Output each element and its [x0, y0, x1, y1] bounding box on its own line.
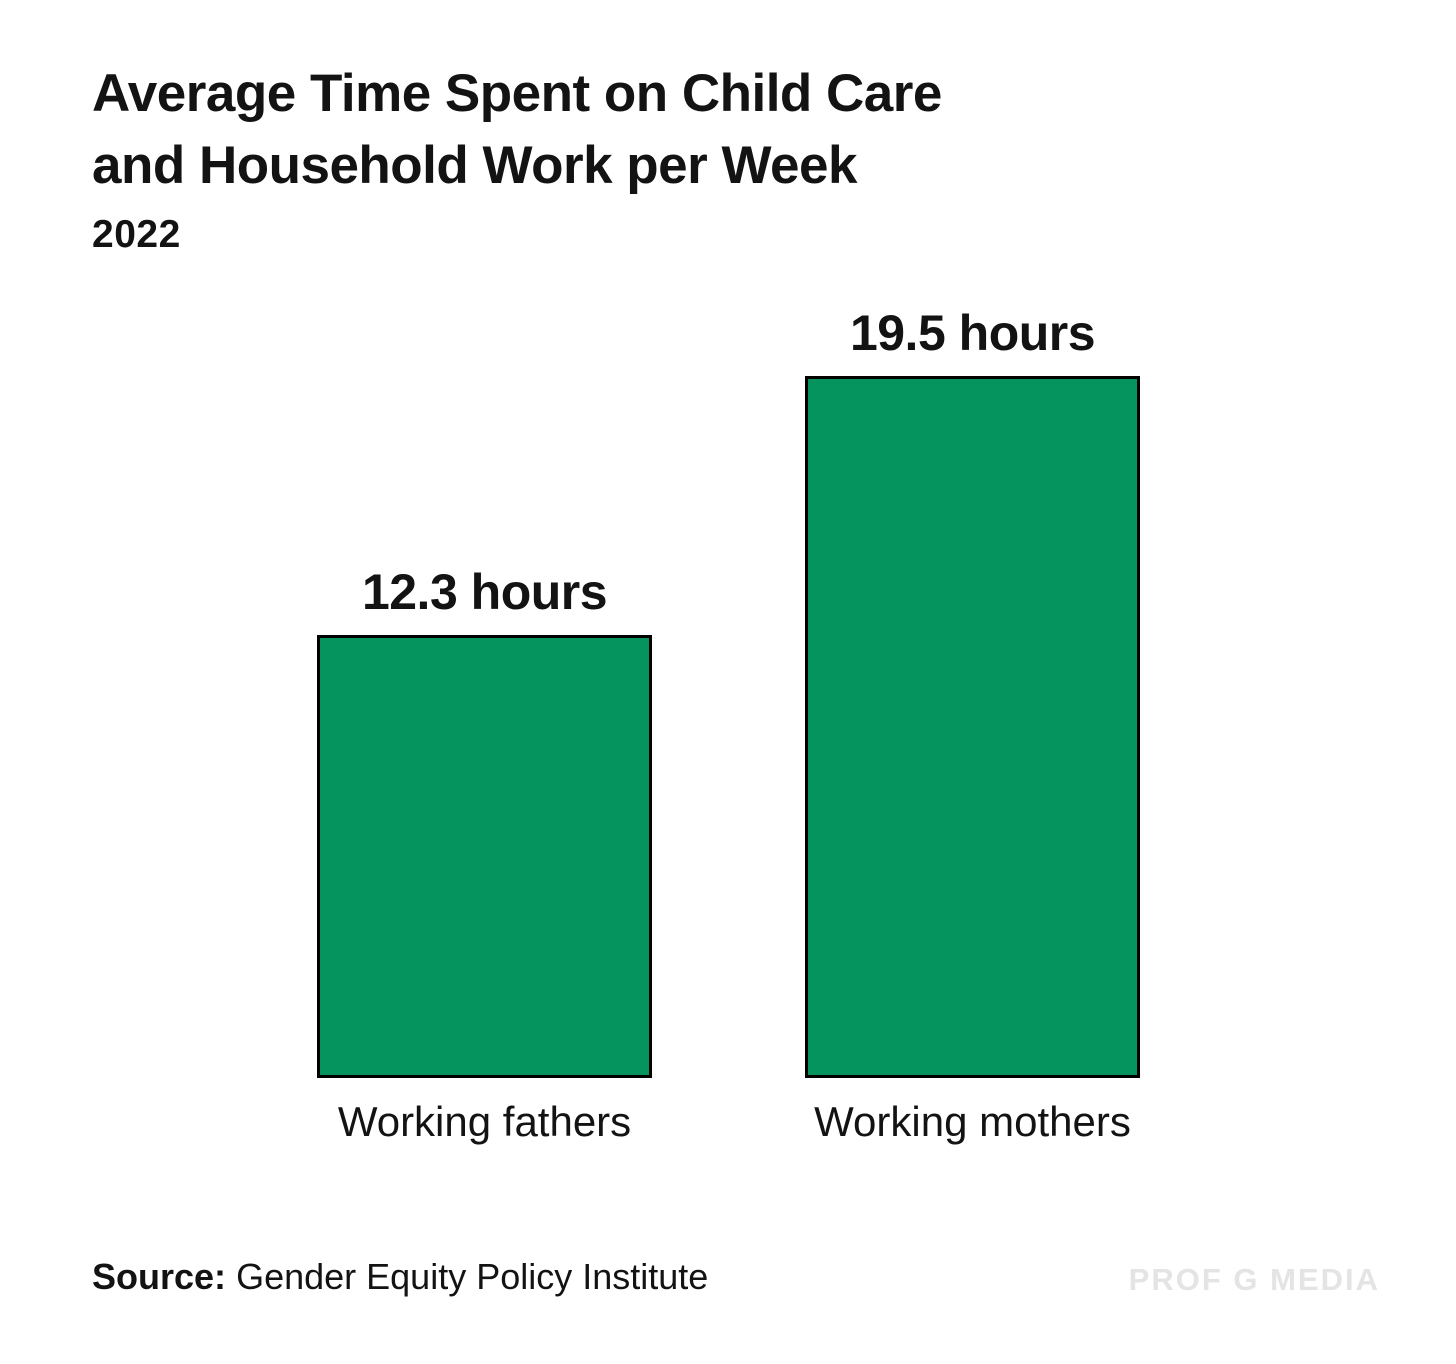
source-text: Gender Equity Policy Institute	[236, 1256, 709, 1297]
chart-title: Average Time Spent on Child Care and Hou…	[92, 58, 942, 202]
chart-title-line-2: and Household Work per Week	[92, 136, 857, 195]
bar-working-mothers	[805, 376, 1140, 1078]
source-label: Source:	[92, 1256, 227, 1297]
header: Average Time Spent on Child Care and Hou…	[92, 58, 942, 258]
bar-category-label-working-mothers: Working mothers	[814, 1098, 1131, 1145]
source-line: Source: Gender Equity Policy Institute	[92, 1256, 708, 1298]
bar-group-working-fathers: 12.3 hours Working fathers	[317, 564, 652, 1145]
bar-working-fathers	[317, 635, 652, 1078]
bar-category-label-working-fathers: Working fathers	[337, 1098, 632, 1145]
prof-g-media-watermark: PROF G MEDIA	[1128, 1262, 1380, 1297]
chart-subtitle: 2022	[92, 213, 181, 256]
bar-value-label-working-mothers: 19.5 hours	[849, 305, 1096, 361]
chart-title-line-1: Average Time Spent on Child Care	[92, 64, 942, 123]
bar-value-label-working-fathers: 12.3 hours	[361, 564, 608, 620]
bar-group-working-mothers: 19.5 hours Working mothers	[805, 305, 1140, 1145]
